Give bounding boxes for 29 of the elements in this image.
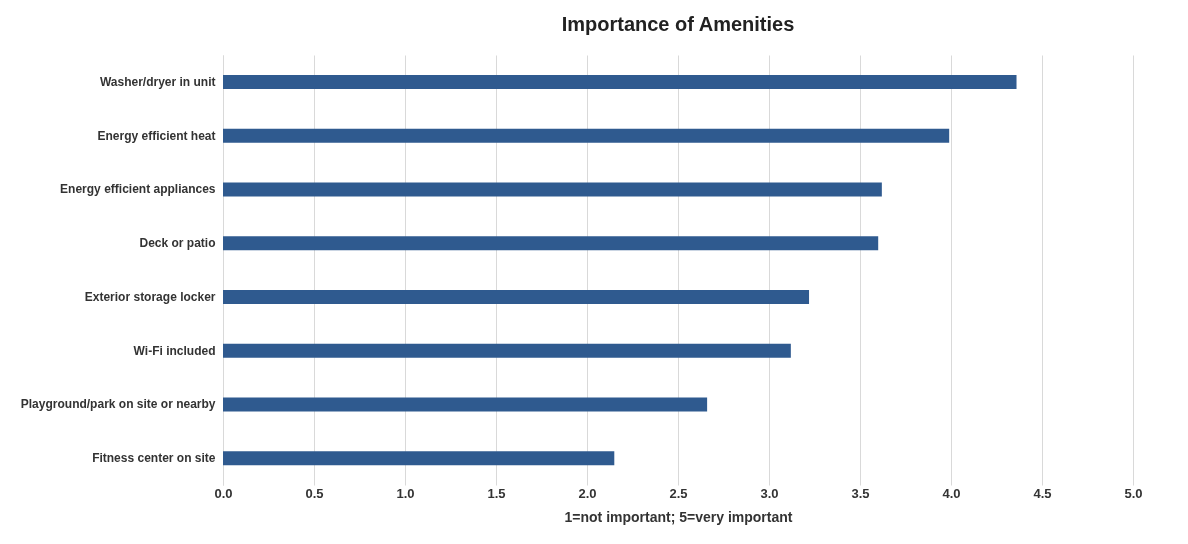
x-tick-label: 1.5 xyxy=(487,485,506,501)
bar xyxy=(223,289,810,304)
y-tick-label: Playground/park on site or nearby xyxy=(20,397,216,412)
x-tick-label: 5.0 xyxy=(1124,485,1143,501)
bar xyxy=(223,74,1017,89)
x-axis-title: 1=not important; 5=very important xyxy=(564,508,793,525)
x-tick-label: 2.5 xyxy=(669,485,688,501)
bar xyxy=(223,397,708,412)
x-tick-label: 4.0 xyxy=(942,485,961,501)
y-tick-label: Deck or patio xyxy=(139,236,216,251)
y-tick-label: Energy efficient appliances xyxy=(60,182,216,197)
y-tick-label: Wi-Fi included xyxy=(133,343,216,358)
bar xyxy=(223,451,615,466)
bar xyxy=(223,128,950,143)
x-tick-label: 3.5 xyxy=(851,485,870,501)
x-tick-label: 0.0 xyxy=(214,485,233,501)
bar xyxy=(223,236,879,251)
x-tick-label: 1.0 xyxy=(396,485,415,501)
y-tick-label: Exterior storage locker xyxy=(84,289,216,304)
bar xyxy=(223,182,882,197)
bar xyxy=(223,343,791,358)
y-tick-label: Washer/dryer in unit xyxy=(99,74,216,89)
y-tick-label: Energy efficient heat xyxy=(97,128,216,143)
x-tick-label: 0.5 xyxy=(305,485,324,501)
x-tick-label: 2.0 xyxy=(578,485,597,501)
y-tick-label: Fitness center on site xyxy=(92,451,216,466)
chart-title: Importance of Amenities xyxy=(561,13,795,35)
x-tick-label: 3.0 xyxy=(760,485,779,501)
x-tick-label: 4.5 xyxy=(1033,485,1052,501)
